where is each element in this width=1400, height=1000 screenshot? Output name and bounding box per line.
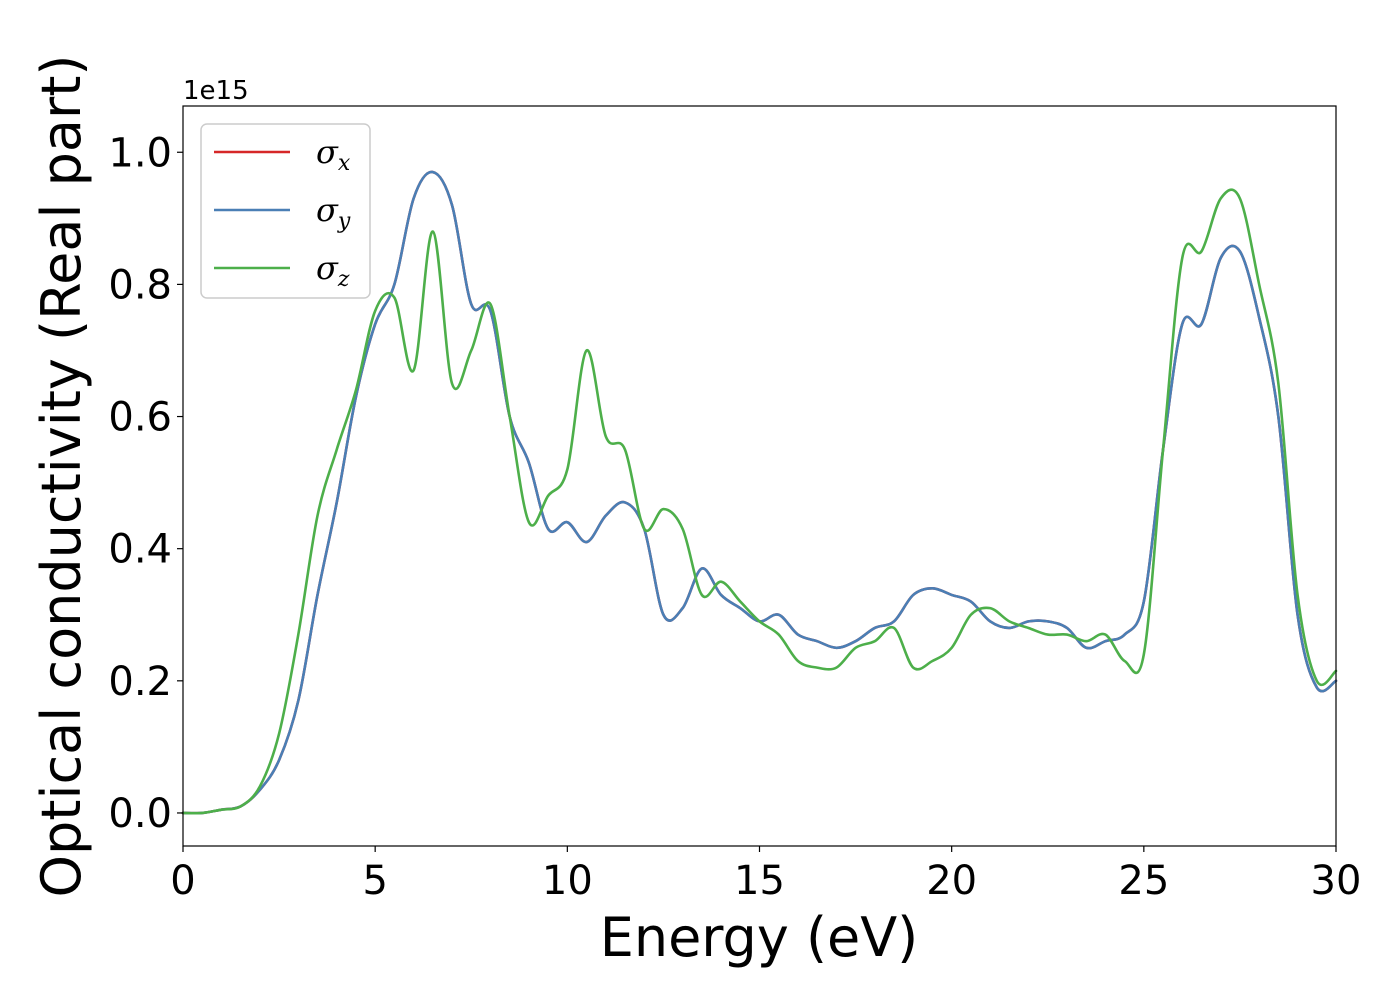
series-line-z	[181, 188, 1338, 815]
x-tick-label: 10	[542, 858, 593, 904]
x-tick-label: 5	[362, 858, 387, 904]
y-tick-label: 1.0	[108, 130, 172, 176]
y-tick-label: 0.2	[108, 659, 172, 705]
y-offset-label: 1e15	[183, 76, 249, 106]
y-tick-label: 0.8	[108, 262, 172, 308]
x-tick-label: 20	[926, 858, 977, 904]
y-tick-label: 0.0	[108, 791, 172, 837]
series-layer	[181, 170, 1338, 815]
y-axis-label: Optical conductivity (Real part)	[30, 55, 93, 898]
x-axis-label: Energy (eV)	[600, 906, 919, 969]
y-axis-ticks: 0.0 0.2 0.4 0.6 0.8 1.0	[108, 130, 183, 837]
x-tick-label: 30	[1311, 858, 1362, 904]
x-tick-label: 25	[1118, 858, 1169, 904]
x-tick-label: 15	[734, 858, 785, 904]
x-axis-ticks: 0 5 10 15 20 25 30	[170, 846, 1361, 904]
y-tick-label: 0.6	[108, 395, 172, 441]
x-tick-label: 0	[170, 858, 195, 904]
y-tick-label: 0.4	[108, 527, 172, 573]
